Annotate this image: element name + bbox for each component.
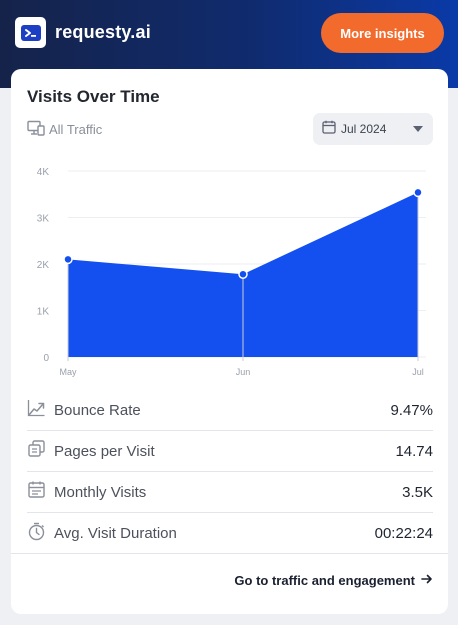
data-point [238,269,248,279]
metric-label: Monthly Visits [54,483,147,501]
data-point [63,254,73,265]
traffic-filter[interactable]: All Traffic [27,120,102,139]
metric-pages-per-visit: Pages per Visit 14.74 [27,431,433,472]
pages-icon [27,439,46,463]
brand[interactable]: requesty.ai [15,17,151,48]
metric-bounce-rate: Bounce Rate 9.47% [27,390,433,431]
y-tick-label: 0 [43,353,49,364]
y-tick-label: 3K [37,214,50,225]
chevron-down-icon [413,126,423,132]
visits-area-chart: 0 1K 2K 3K 4K May Jun Jul [37,167,426,377]
metric-value: 14.74 [395,442,433,460]
y-tick-label: 4K [37,167,50,178]
card-title: Visits Over Time [27,87,160,106]
x-tick-label: Jun [236,367,251,377]
x-tick-label: May [59,367,77,377]
metric-label: Bounce Rate [54,401,141,419]
trend-icon [27,398,46,422]
calendar-icon [27,480,46,504]
footer-link-label: Go to traffic and engagement [234,573,415,588]
visits-card: Visits Over Time All Traffic Jul 2024 0 1… [11,69,448,614]
arrow-right-icon [421,573,433,588]
y-tick-label: 2K [37,260,50,271]
metric-label: Pages per Visit [54,442,155,460]
metric-value: 00:22:24 [374,525,433,542]
metrics-list: Bounce Rate 9.47% Pages per Visit 14.74 [27,390,433,554]
metric-label: Avg. Visit Duration [54,525,177,542]
calendar-icon [322,120,336,139]
more-insights-button[interactable]: More insights [321,13,444,53]
metric-value: 9.47% [390,401,433,419]
selected-month: Jul 2024 [341,122,387,136]
logo-icon [15,17,46,48]
metric-monthly-visits: Monthly Visits 3.5K [27,472,433,513]
traffic-filter-label: All Traffic [49,122,103,137]
metric-value: 3.5K [402,483,433,501]
data-point [413,187,423,198]
devices-icon [27,120,45,139]
traffic-engagement-link[interactable]: Go to traffic and engagement [234,573,433,588]
x-tick-label: Jul [412,367,424,377]
metric-avg-visit-duration: Avg. Visit Duration 00:22:24 [27,513,433,554]
y-tick-label: 1K [37,307,50,318]
brand-name: requesty.ai [55,22,151,42]
timer-icon [27,522,46,546]
card-footer: Go to traffic and engagement [11,553,448,614]
month-select[interactable]: Jul 2024 [313,113,433,145]
